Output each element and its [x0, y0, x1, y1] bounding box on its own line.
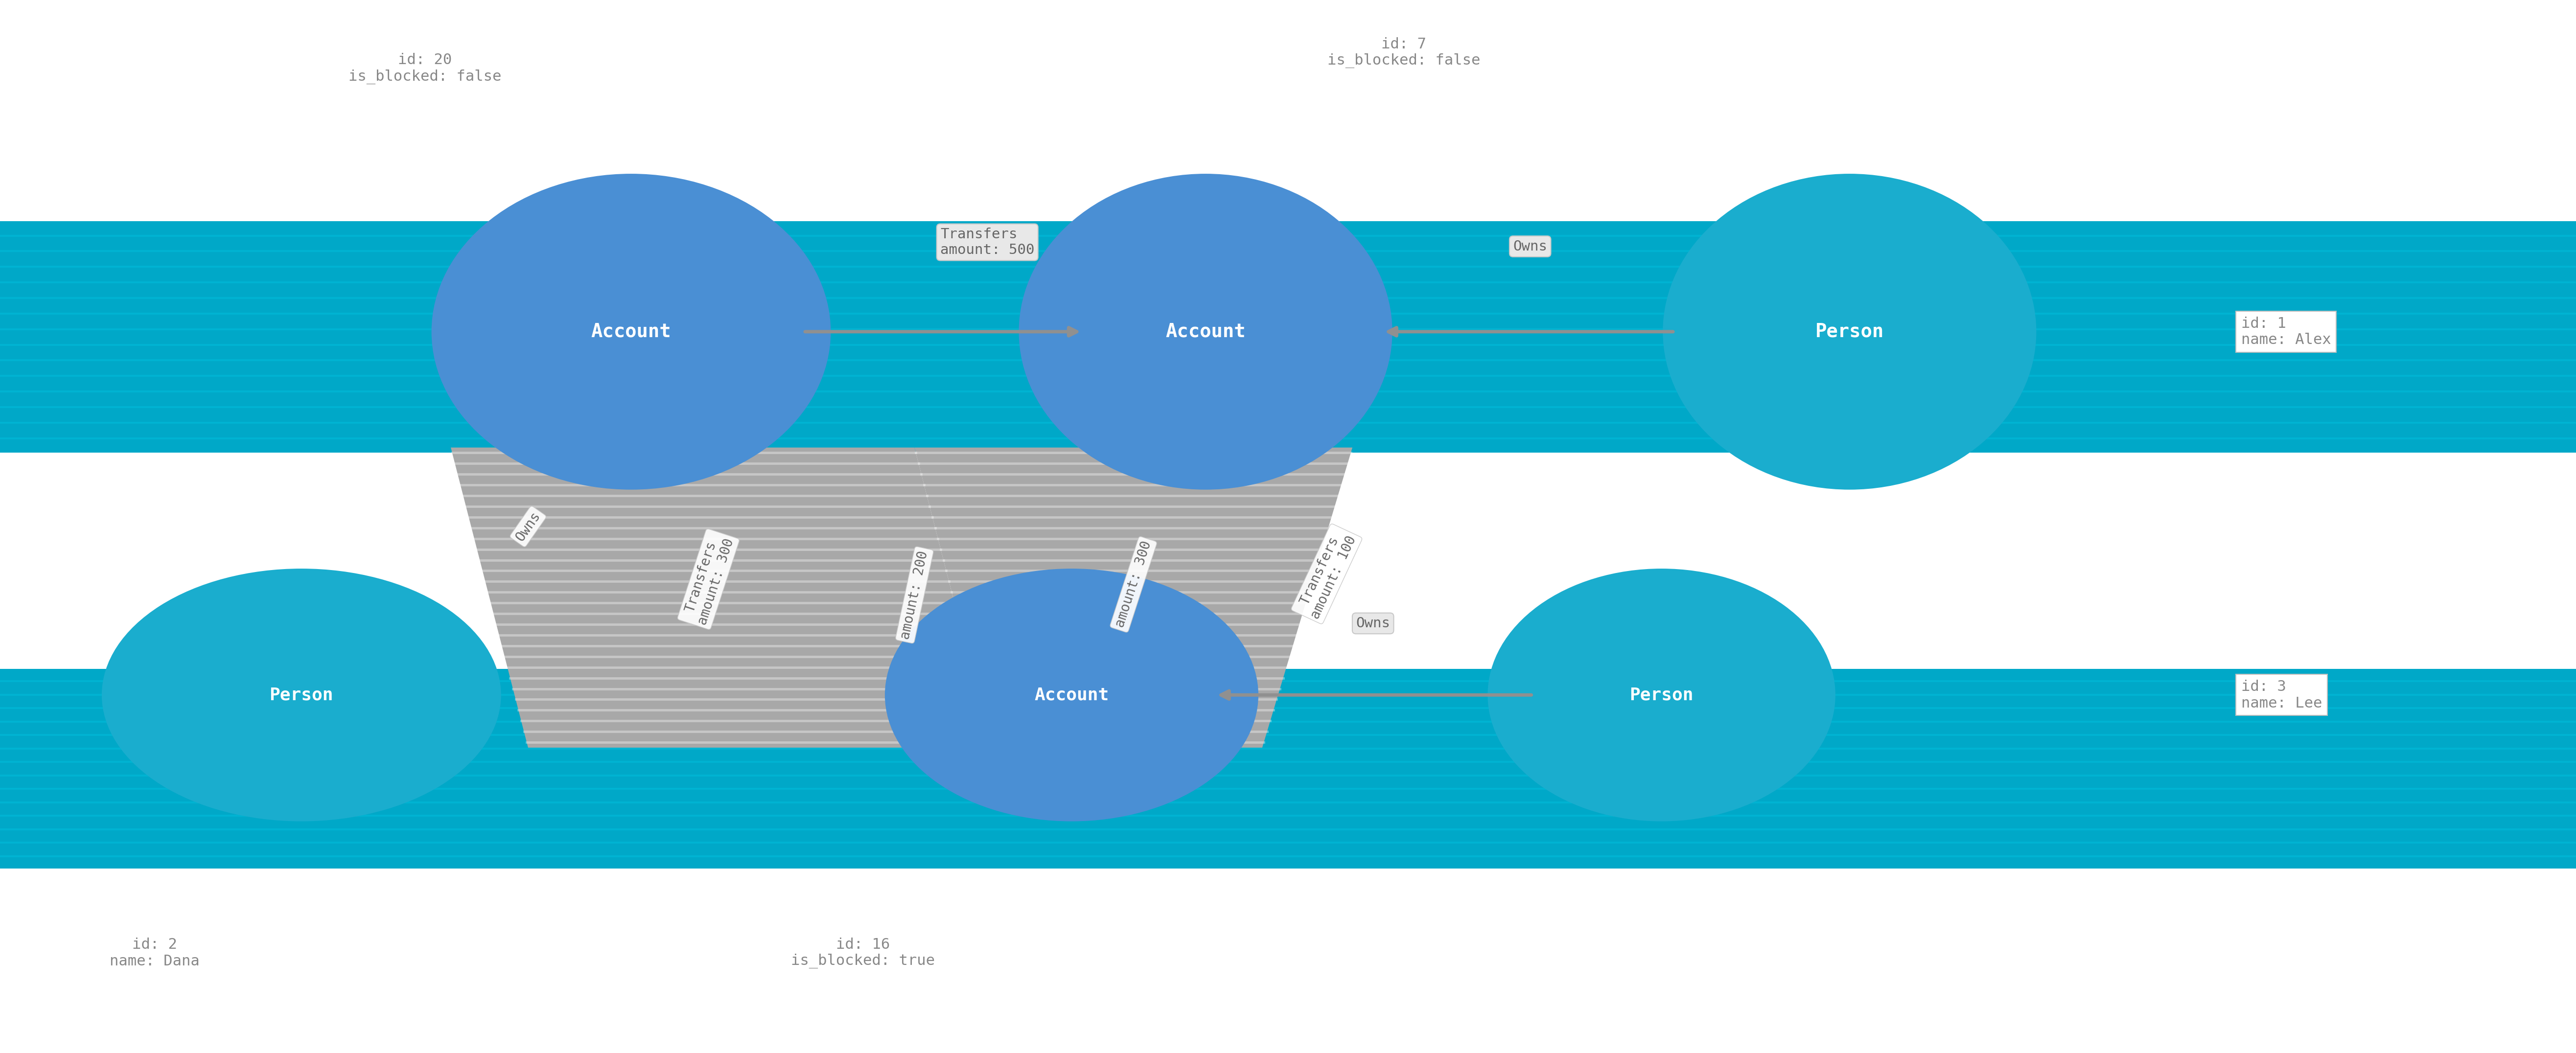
- Text: Person: Person: [270, 687, 332, 703]
- Ellipse shape: [1489, 569, 1837, 821]
- Text: Owns: Owns: [1512, 239, 1548, 254]
- Ellipse shape: [886, 569, 1260, 821]
- Text: Account: Account: [1036, 687, 1108, 703]
- Text: Account: Account: [590, 322, 672, 341]
- Polygon shape: [914, 448, 1352, 748]
- Ellipse shape: [1664, 174, 2035, 490]
- Text: Owns: Owns: [513, 510, 544, 543]
- Ellipse shape: [433, 174, 829, 490]
- Bar: [0, 221, 2576, 453]
- Text: id: 16
is_blocked: true: id: 16 is_blocked: true: [791, 937, 935, 969]
- Text: Transfers
amount: 500: Transfers amount: 500: [940, 227, 1036, 257]
- Text: id: 7
is_blocked: false: id: 7 is_blocked: false: [1327, 37, 1481, 68]
- Text: Person: Person: [1816, 322, 1883, 341]
- Text: Account: Account: [1164, 322, 1247, 341]
- Text: amount: 300: amount: 300: [1113, 539, 1154, 630]
- Ellipse shape: [103, 569, 502, 821]
- Bar: [0, 669, 2576, 869]
- Text: Person: Person: [1631, 687, 1692, 703]
- Text: Transfers
amount: 100: Transfers amount: 100: [1293, 526, 1360, 621]
- Text: id: 2
name: Dana: id: 2 name: Dana: [111, 937, 198, 969]
- Text: Transfers
amount: 300: Transfers amount: 300: [680, 532, 737, 627]
- Ellipse shape: [1020, 174, 1394, 490]
- Polygon shape: [451, 448, 992, 748]
- Text: amount: 200: amount: 200: [899, 550, 930, 640]
- Text: id: 20
is_blocked: false: id: 20 is_blocked: false: [348, 53, 502, 84]
- Text: Owns: Owns: [1355, 616, 1391, 631]
- Text: id: 3
name: Lee: id: 3 name: Lee: [2241, 679, 2321, 711]
- Text: id: 1
name: Alex: id: 1 name: Alex: [2241, 316, 2331, 347]
